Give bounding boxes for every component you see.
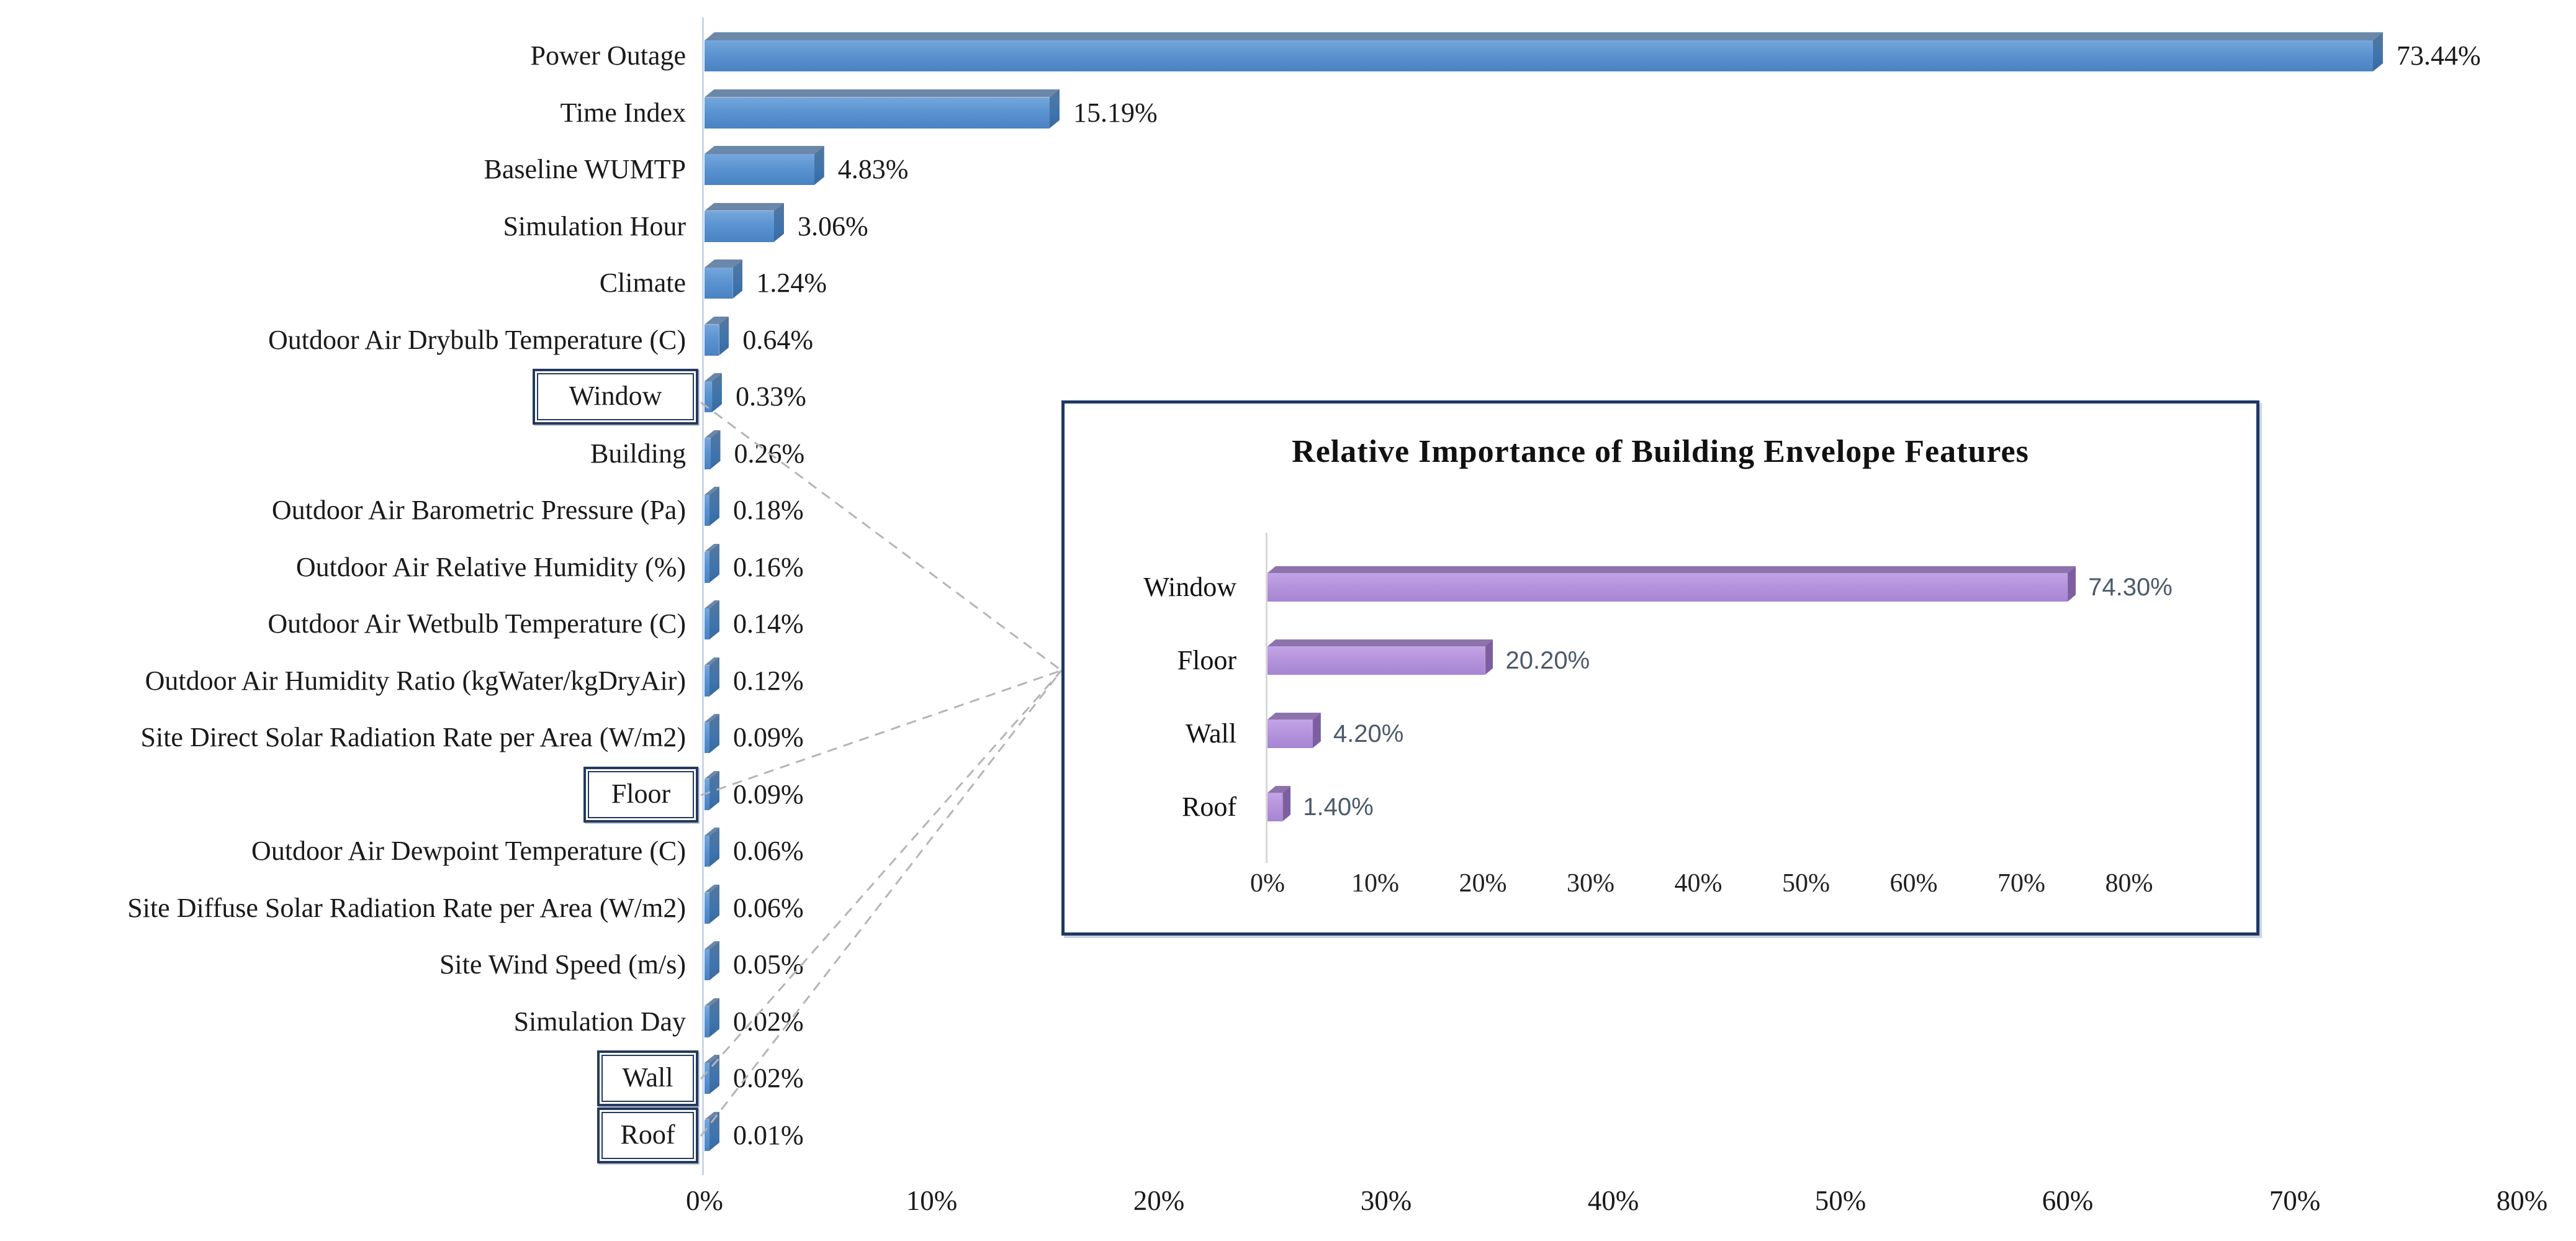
bar-side-face [2372, 32, 2383, 71]
bar-front-face [705, 97, 1050, 129]
inset-bar-window [1268, 566, 2076, 602]
value-label-outdoor-air-drybulb-temperature-c: 0.64% [742, 324, 814, 355]
category-label-outdoor-air-dewpoint-temperature-c: Outdoor Air Dewpoint Temperature (C) [251, 836, 686, 866]
bar-top-face [1268, 786, 1290, 793]
inset-x-tick-30: 30% [1567, 869, 1615, 898]
category-label-power-outage: Power Outage [530, 40, 687, 71]
bar-side-face [719, 316, 729, 356]
bar-top-face [705, 259, 742, 268]
bar-climate [705, 259, 743, 299]
category-label-outdoor-air-wetbulb-temperature-c: Outdoor Air Wetbulb Temperature (C) [268, 608, 686, 639]
inset-bar-roof [1268, 786, 1291, 821]
bar-front-face [1268, 646, 1485, 675]
bar-side-face [1485, 639, 1493, 675]
bar-front-face [705, 324, 719, 356]
boxed-category-label-wall: Wall [597, 1050, 698, 1106]
value-label-climate: 1.24% [756, 268, 827, 298]
main-x-tick-60: 60% [2042, 1185, 2094, 1216]
category-label-building: Building [590, 438, 686, 469]
bar-outdoor-air-drybulb-temperature-c [705, 316, 729, 356]
bar-top-face [705, 203, 784, 211]
inset-x-tick-60: 60% [1889, 869, 1938, 898]
inset-category-label-wall: Wall [1186, 718, 1236, 749]
bar-side-face [2068, 566, 2076, 602]
bar-side-face [814, 146, 824, 185]
bar-time-index [705, 89, 1060, 129]
inset-y-axis-line [1266, 533, 1268, 863]
boxed-category-label-floor: Floor [583, 766, 698, 823]
bar-top-face [705, 32, 2383, 40]
category-label-simulation-hour: Simulation Hour [503, 210, 686, 241]
inset-value-label-roof: 1.40% [1303, 793, 1374, 821]
inset-envelope-chart: Relative Importance of Building Envelope… [1061, 400, 2259, 936]
value-label-baseline-wumtp: 4.83% [837, 154, 909, 184]
bar-front-face [1268, 573, 2068, 602]
bar-front-face [705, 268, 733, 299]
inset-bar-floor [1268, 639, 1493, 675]
bar-top-face [1268, 566, 2076, 573]
inset-x-tick-40: 40% [1674, 869, 1723, 898]
inset-category-label-floor: Floor [1177, 645, 1236, 675]
category-label-time-index: Time Index [560, 97, 687, 128]
main-x-tick-70: 70% [2269, 1185, 2321, 1216]
inset-value-label-wall: 4.20% [1333, 720, 1404, 747]
category-label-climate: Climate [599, 268, 686, 298]
bar-power-outage [705, 32, 2383, 71]
bar-front-face [1268, 793, 1283, 821]
category-label-baseline-wumtp: Baseline WUMTP [484, 154, 687, 184]
main-x-tick-40: 40% [1587, 1185, 1639, 1216]
category-label-outdoor-air-relative-humidity: Outdoor Air Relative Humidity (%) [295, 551, 686, 582]
bar-baseline-wumtp [705, 146, 824, 185]
value-label-power-outage: 73.44% [2396, 40, 2481, 71]
bar-front-face [1268, 720, 1313, 748]
bar-simulation-hour [705, 202, 784, 242]
inset-value-label-window: 74.30% [2088, 574, 2173, 601]
inset-x-tick-0: 0% [1250, 869, 1285, 898]
inset-chart-title: Relative Importance of Building Envelope… [1292, 434, 2029, 469]
inset-x-tick-10: 10% [1351, 869, 1399, 898]
bar-front-face [705, 154, 814, 185]
bar-front-face [705, 40, 2373, 71]
inset-category-label-roof: Roof [1182, 792, 1236, 822]
category-label-outdoor-air-humidity-ratio-kgwater-kgdryair: Outdoor Air Humidity Ratio (kgWater/kgDr… [145, 665, 686, 696]
category-label-site-wind-speed-m-s: Site Wind Speed (m/s) [439, 949, 686, 980]
category-label-simulation-day: Simulation Day [513, 1006, 686, 1037]
bar-top-face [705, 146, 824, 154]
bar-top-face [1268, 713, 1321, 720]
bar-side-face [1282, 786, 1291, 821]
inset-x-tick-20: 20% [1459, 869, 1507, 898]
inset-bar-wall [1268, 713, 1321, 748]
main-x-tick-10: 10% [906, 1185, 958, 1216]
main-x-tick-0: 0% [686, 1185, 723, 1216]
category-label-outdoor-air-drybulb-temperature-c: Outdoor Air Drybulb Temperature (C) [268, 324, 686, 355]
boxed-category-label-roof: Roof [597, 1107, 698, 1163]
bar-side-face [773, 202, 784, 242]
inset-x-tick-80: 80% [2105, 869, 2153, 898]
inset-x-tick-70: 70% [1997, 869, 2045, 898]
bar-side-face [732, 259, 743, 299]
boxed-category-label-window: Window [533, 369, 698, 425]
bar-side-face [1049, 89, 1060, 129]
bar-side-face [1312, 713, 1321, 748]
bar-top-face [705, 89, 1060, 97]
value-label-time-index: 15.19% [1073, 97, 1158, 128]
main-x-tick-30: 30% [1360, 1185, 1412, 1216]
category-label-site-diffuse-solar-radiation-rate-per-area-w-m2: Site Diffuse Solar Radiation Rate per Ar… [127, 892, 686, 923]
main-x-tick-50: 50% [1814, 1185, 1867, 1216]
category-label-site-direct-solar-radiation-rate-per-area-w-m2: Site Direct Solar Radiation Rate per Are… [140, 722, 687, 752]
bar-top-face [1268, 639, 1493, 646]
main-x-tick-80: 80% [2496, 1185, 2548, 1216]
value-label-simulation-hour: 3.06% [797, 210, 868, 241]
inset-x-tick-50: 50% [1782, 869, 1830, 898]
inset-value-label-floor: 20.20% [1505, 647, 1590, 674]
inset-category-label-window: Window [1143, 572, 1236, 602]
category-label-outdoor-air-barometric-pressure-pa: Outdoor Air Barometric Pressure (Pa) [271, 495, 686, 525]
bar-front-face [705, 210, 774, 242]
main-x-tick-20: 20% [1133, 1185, 1185, 1216]
